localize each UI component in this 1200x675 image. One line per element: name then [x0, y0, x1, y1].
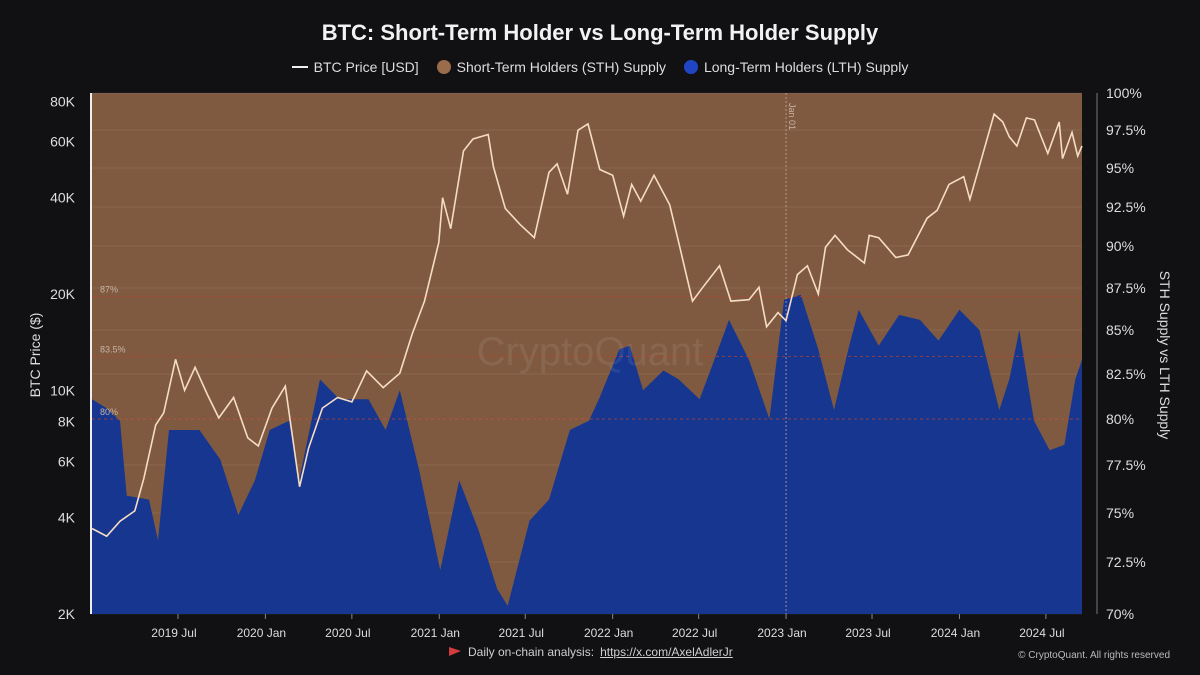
y-right-tick-label: 97.5% [1106, 122, 1146, 138]
x-tick-label: 2021 Jul [499, 626, 544, 640]
legend-label: Short-Term Holders (STH) Supply [456, 59, 666, 75]
y-right-tick-label: 82.5% [1106, 366, 1146, 382]
y-left-tick-label: 8K [58, 413, 76, 429]
legend: BTC Price [USD] Short-Term Holders (STH)… [0, 59, 1200, 75]
y-left-tick-label: 4K [58, 510, 76, 526]
sth-supply-area [92, 93, 1082, 614]
y-left-tick-label: 60K [50, 133, 76, 149]
x-tick-label: 2022 Jan [584, 626, 633, 640]
reference-line-label: 80% [100, 407, 118, 417]
lth-supply-area [92, 294, 1082, 614]
flag-icon [449, 647, 461, 656]
x-tick-label: 2024 Jul [1019, 626, 1064, 640]
y-left-tick-label: 2K [58, 606, 76, 622]
y-right-tick-label: 77.5% [1106, 457, 1146, 473]
line-swatch-icon [291, 66, 308, 68]
x-tick-label: 2020 Jul [325, 626, 370, 640]
reference-line-label: 83.5% [100, 344, 126, 354]
y-right-tick-label: 95% [1106, 160, 1134, 176]
legend-label: Long-Term Holders (LTH) Supply [703, 59, 909, 75]
y-left-tick-label: 40K [50, 190, 76, 206]
x-tick-label: 2022 Jul [672, 626, 717, 640]
footer-link[interactable]: https://x.com/AxelAdlerJr [600, 645, 733, 659]
y-right-tick-label: 100% [1106, 85, 1142, 101]
y-left-tick-label: 20K [50, 286, 76, 302]
chart-title: BTC: Short-Term Holder vs Long-Term Hold… [321, 20, 879, 45]
watermark: CryptoQuant [477, 330, 704, 374]
annotation-label: Jan 01 [787, 103, 797, 130]
y-right-tick-label: 75% [1106, 505, 1134, 521]
copyright: © CryptoQuant. All rights reserved [1018, 650, 1170, 661]
legend-item-sth[interactable]: Short-Term Holders (STH) Supply [436, 59, 666, 75]
legend-label: BTC Price [USD] [313, 59, 419, 75]
y-left-tick-label: 80K [50, 93, 76, 109]
y-right-label: STH Supply vs LTH Supply [1157, 271, 1173, 440]
y-left-tick-label: 10K [50, 382, 76, 398]
x-tick-label: 2024 Jan [931, 626, 980, 640]
x-tick-label: 2019 Jul [151, 626, 196, 640]
reference-line-label: 87% [100, 284, 118, 294]
x-tick-label: 2020 Jan [237, 626, 286, 640]
legend-item-lth[interactable]: Long-Term Holders (LTH) Supply [683, 59, 909, 75]
footer-text: Daily on-chain analysis: [468, 645, 595, 659]
y-right-tick-label: 90% [1106, 238, 1134, 254]
dot-swatch-icon [683, 60, 698, 74]
y-left-label: BTC Price ($) [27, 313, 43, 398]
dot-swatch-icon [436, 60, 451, 74]
y-right-tick-label: 87.5% [1106, 280, 1146, 296]
btc-price-line [91, 112, 1083, 538]
y-right-tick-label: 85% [1106, 322, 1134, 338]
y-right-tick-label: 92.5% [1106, 199, 1146, 215]
x-tick-label: 2021 Jan [411, 626, 460, 640]
footer-note: Daily on-chain analysis: https://x.com/A… [448, 645, 733, 659]
y-right-tick-label: 70% [1106, 606, 1134, 622]
y-left-tick-label: 6K [58, 453, 76, 469]
y-right-tick-label: 80% [1106, 411, 1134, 427]
x-tick-label: 2023 Jul [845, 626, 890, 640]
x-tick-label: 2023 Jan [757, 626, 806, 640]
y-right-tick-label: 72.5% [1106, 554, 1146, 570]
legend-item-price[interactable]: BTC Price [USD] [291, 59, 419, 75]
